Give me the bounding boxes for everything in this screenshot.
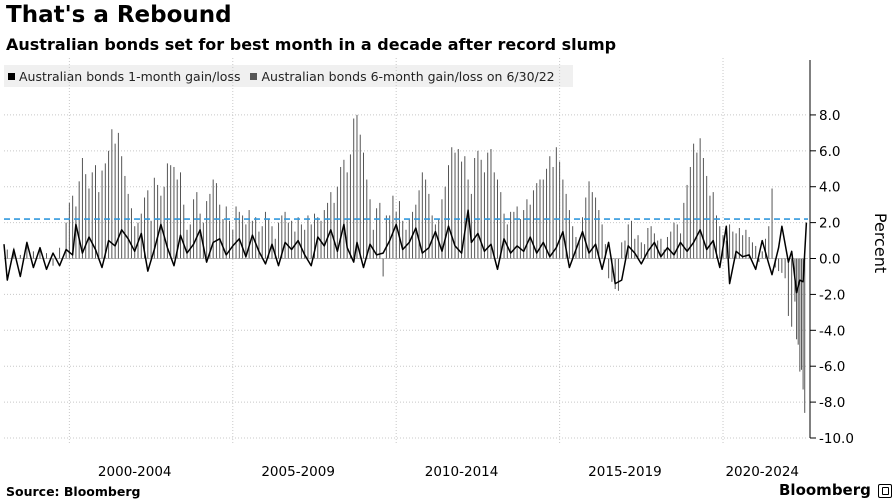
- legend-swatch-1-month: [8, 72, 15, 80]
- y-tick-label: -4.0: [819, 323, 845, 339]
- y-tick-label: 0.0: [819, 252, 840, 268]
- legend-item-6-month: Australian bonds 6-month gain/loss on 6/…: [250, 68, 555, 84]
- source-note: Source: Bloomberg: [6, 484, 141, 499]
- y-tick-label: 8.0: [819, 108, 840, 124]
- y-tick-label: -10.0: [819, 431, 854, 447]
- legend-label-6-month: Australian bonds 6-month gain/loss on 6/…: [261, 68, 555, 84]
- y-tick-label: -8.0: [819, 395, 845, 411]
- brand-text: Bloomberg: [779, 481, 871, 499]
- y-tick-label: 2.0: [819, 216, 840, 232]
- y-axis-label: Percent: [871, 213, 890, 273]
- y-tick-label: 4.0: [819, 180, 840, 196]
- x-tick-label: 2005-2009: [261, 464, 335, 480]
- x-tick-label: 2000-2004: [98, 464, 172, 480]
- brand-terminal-icon: [878, 483, 893, 498]
- axes: -10.0 -8.0 -6.0 -4.0 -2.0 0.0 2.0 4.0 6.0 8.0 2000…: [98, 60, 890, 480]
- y-tick-label: -2.0: [819, 287, 845, 303]
- chart-subtitle: Australian bonds set for best month in a…: [6, 35, 617, 54]
- chart-legend: Australian bonds 1-month gain/loss Austr…: [4, 65, 573, 87]
- chart-title: That's a Rebound: [6, 2, 232, 28]
- legend-swatch-6-month: [250, 72, 258, 80]
- y-tick-label: 6.0: [819, 144, 840, 160]
- legend-item-1-month: Australian bonds 1-month gain/loss: [8, 69, 240, 84]
- line-series-1-month: [3, 209, 808, 294]
- y-tick-label: -6.0: [819, 359, 845, 375]
- bar-series-6-month: [6, 114, 806, 413]
- x-tick-label: 2020-2024: [725, 464, 799, 480]
- x-tick-label: 2010-2014: [425, 464, 499, 480]
- legend-label-1-month: Australian bonds 1-month gain/loss: [19, 68, 241, 84]
- series-line: [3, 209, 808, 294]
- brand-logo: Bloomberg: [779, 481, 893, 499]
- x-tick-label: 2015-2019: [588, 464, 662, 480]
